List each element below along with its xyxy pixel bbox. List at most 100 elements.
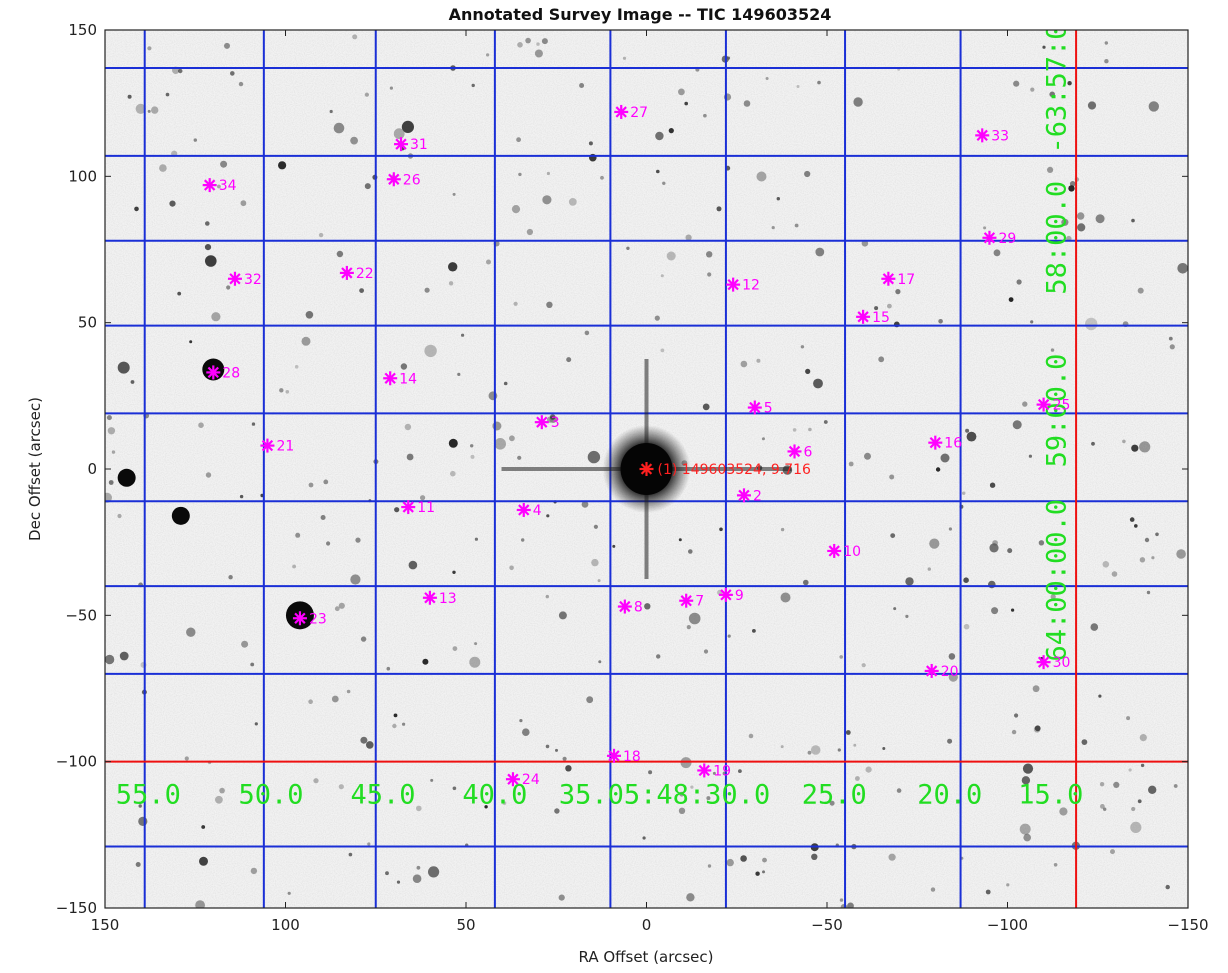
star-label-32: 32	[244, 272, 262, 288]
field-star	[666, 251, 676, 261]
field-star	[135, 862, 141, 867]
field-star	[1042, 45, 1046, 49]
field-star	[655, 131, 664, 141]
star-marker-17	[881, 271, 896, 286]
field-star	[323, 479, 329, 485]
field-star	[1022, 401, 1028, 407]
field-star	[1053, 863, 1058, 867]
field-star	[400, 363, 408, 370]
field-star	[989, 543, 999, 553]
field-star	[106, 415, 112, 421]
field-star	[1102, 561, 1110, 568]
field-star	[127, 94, 132, 99]
field-star	[893, 607, 897, 611]
field-star	[896, 788, 902, 793]
field-star	[536, 42, 540, 46]
y-tick-label: −50	[65, 606, 97, 624]
field-star	[963, 577, 969, 583]
field-star	[1111, 571, 1118, 577]
field-star	[424, 344, 437, 358]
x-tick-label: −100	[987, 916, 1028, 934]
star-marker-23	[292, 611, 307, 626]
ra-coordinate-label: 25.0	[802, 780, 867, 811]
field-star	[416, 805, 422, 812]
field-star	[240, 200, 247, 207]
field-star	[803, 579, 809, 586]
field-star	[186, 627, 196, 637]
field-star	[762, 870, 765, 874]
field-star	[470, 454, 475, 459]
field-star	[566, 357, 572, 363]
x-tick-label: 100	[271, 916, 300, 934]
field-star	[853, 743, 857, 747]
field-star	[1032, 685, 1040, 693]
field-star	[119, 651, 129, 661]
field-star	[1068, 185, 1075, 192]
field-star	[1081, 739, 1088, 745]
field-star	[389, 86, 393, 90]
x-tick-label: −50	[811, 916, 843, 934]
red-lines	[105, 30, 1188, 908]
field-star	[513, 301, 518, 306]
star-label-17: 17	[897, 272, 915, 288]
field-star	[558, 894, 565, 901]
field-star	[488, 391, 498, 401]
field-star	[702, 403, 710, 411]
field-star	[294, 365, 299, 369]
field-star	[853, 97, 863, 107]
field-star	[962, 491, 966, 495]
field-star	[428, 866, 440, 878]
field-star	[193, 138, 197, 142]
ra-coordinate-label: 45.0	[350, 780, 415, 811]
field-star	[882, 747, 886, 750]
star-marker-32	[227, 271, 242, 286]
field-star	[450, 470, 456, 477]
field-star	[1137, 287, 1144, 294]
field-star	[178, 68, 183, 74]
field-star	[591, 558, 599, 567]
field-star	[516, 137, 521, 143]
star-label-28: 28	[222, 365, 240, 381]
field-star	[703, 649, 709, 654]
field-star	[1169, 344, 1175, 350]
field-star	[219, 787, 225, 794]
field-star	[366, 741, 374, 749]
field-star	[1021, 776, 1031, 785]
field-star	[201, 825, 206, 829]
field-star	[484, 805, 488, 809]
star-marker-13	[422, 590, 437, 605]
field-star	[305, 311, 314, 319]
field-star	[147, 46, 152, 51]
y-axis-label: Dec Offset (arcsec)	[26, 397, 44, 541]
star-label-30: 30	[1053, 655, 1071, 671]
field-star	[927, 567, 931, 571]
field-star	[224, 42, 230, 49]
field-star	[205, 255, 217, 267]
field-star	[360, 636, 367, 642]
field-star	[1103, 807, 1107, 811]
field-star	[703, 113, 707, 118]
field-star	[780, 592, 791, 603]
field-star	[1148, 101, 1160, 112]
field-star	[402, 722, 406, 726]
field-star	[707, 272, 712, 277]
field-star	[350, 574, 361, 585]
field-star	[1030, 320, 1034, 324]
field-star	[169, 200, 176, 207]
star-marker-31	[394, 137, 409, 152]
field-star	[660, 348, 665, 353]
star-label-12: 12	[742, 278, 760, 294]
field-star	[568, 198, 577, 206]
x-tick-label: 50	[456, 916, 475, 934]
star-marker-15	[856, 309, 871, 324]
field-star	[780, 745, 784, 749]
field-star	[1129, 517, 1135, 522]
field-star	[301, 336, 311, 346]
field-star	[1173, 784, 1178, 788]
field-star	[1059, 807, 1068, 816]
star-marker-20	[924, 663, 939, 678]
field-star	[522, 728, 530, 736]
field-star	[989, 482, 996, 488]
field-star	[929, 538, 940, 549]
